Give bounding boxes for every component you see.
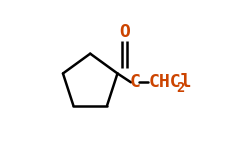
Text: CHCl: CHCl <box>148 73 192 91</box>
Text: C: C <box>129 73 140 91</box>
Text: 2: 2 <box>176 81 184 95</box>
Text: O: O <box>119 23 130 41</box>
